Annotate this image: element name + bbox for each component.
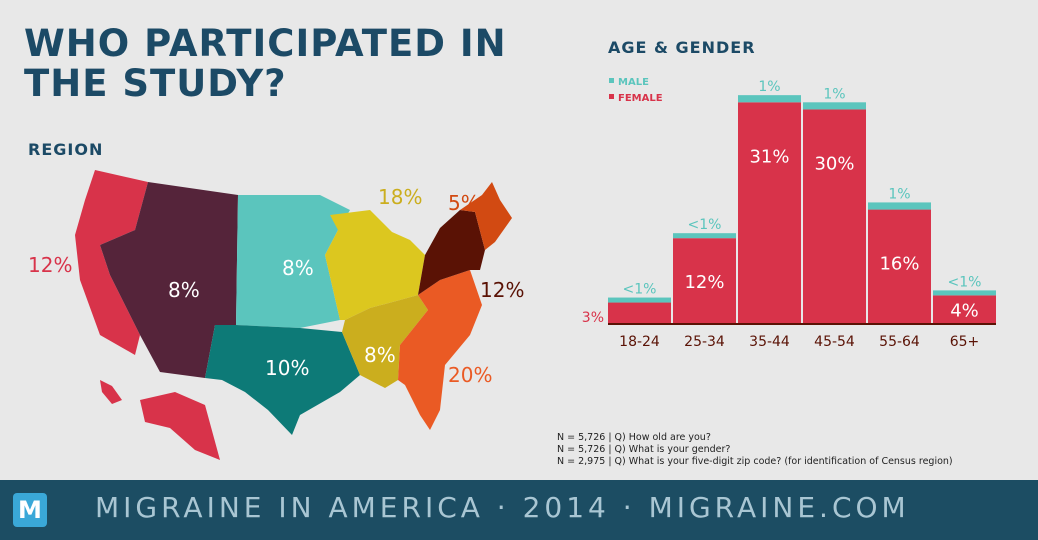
page-title: WHO PARTICIPATED IN THE STUDY? bbox=[24, 22, 507, 105]
migraine-logo[interactable]: M bbox=[13, 493, 47, 527]
label-west-south-central: 10% bbox=[265, 356, 309, 380]
bar-female-35-44 bbox=[738, 102, 801, 324]
region-heading: REGION bbox=[28, 140, 104, 159]
bar-female-45-54 bbox=[803, 109, 866, 324]
region-south-atlantic bbox=[398, 270, 482, 430]
female-label-18-24: 3% bbox=[582, 310, 604, 326]
region-mountain bbox=[100, 182, 238, 378]
label-mountain: 8% bbox=[168, 278, 200, 302]
male-label-55-64: 1% bbox=[888, 186, 910, 202]
legend-female-label: FEMALE bbox=[618, 93, 663, 104]
bar-male-18-24 bbox=[608, 297, 671, 303]
female-label-45-54: 30% bbox=[814, 153, 854, 174]
region-pacific bbox=[75, 170, 148, 355]
sample-notes: N = 5,726 | Q) How old are you? N = 5,72… bbox=[557, 432, 953, 468]
male-label-18-24: <1% bbox=[623, 282, 657, 298]
region-west-south-central bbox=[205, 325, 360, 435]
label-south-atlantic: 20% bbox=[448, 363, 492, 387]
label-mid-atlantic: 12% bbox=[480, 278, 524, 302]
region-east-south-central bbox=[342, 295, 428, 388]
male-label-35-44: 1% bbox=[758, 79, 780, 95]
bar-male-65+ bbox=[933, 290, 996, 296]
female-label-25-34: 12% bbox=[684, 272, 724, 293]
legend-female-swatch bbox=[609, 94, 614, 99]
male-label-65+: <1% bbox=[948, 274, 982, 290]
footer-bar: M MIGRAINE IN AMERICA · 2014 · MIGRAINE.… bbox=[0, 480, 1038, 540]
age-gender-heading: AGE & GENDER bbox=[608, 38, 756, 57]
category-label-25-34: 25-34 bbox=[684, 334, 725, 350]
bar-male-35-44 bbox=[738, 95, 801, 103]
region-west-north-central bbox=[236, 195, 350, 328]
category-label-55-64: 55-64 bbox=[879, 334, 920, 350]
legend-male-label: MALE bbox=[618, 77, 649, 88]
chart-legend: MALE FEMALE bbox=[609, 77, 663, 104]
note-age: N = 5,726 | Q) How old are you? bbox=[557, 432, 711, 443]
category-label-45-54: 45-54 bbox=[814, 334, 855, 350]
category-label-18-24: 18-24 bbox=[619, 334, 660, 350]
bar-male-55-64 bbox=[868, 202, 931, 210]
bar-female-55-64 bbox=[868, 209, 931, 324]
label-west-north-central: 8% bbox=[282, 256, 314, 280]
footer-text: MIGRAINE IN AMERICA · 2014 · MIGRAINE.CO… bbox=[95, 491, 910, 524]
region-hawaii bbox=[100, 380, 122, 404]
label-pacific: 12% bbox=[28, 253, 72, 277]
female-label-35-44: 31% bbox=[749, 146, 789, 167]
female-label-55-64: 16% bbox=[879, 254, 919, 275]
region-east-north-central bbox=[325, 210, 425, 320]
bar-male-25-34 bbox=[673, 233, 736, 239]
region-alaska bbox=[140, 392, 220, 460]
bar-female-25-34 bbox=[673, 238, 736, 324]
bar-male-45-54 bbox=[803, 102, 866, 110]
bar-female-65+ bbox=[933, 295, 996, 324]
note-gender: N = 5,726 | Q) What is your gender? bbox=[557, 444, 731, 455]
legend-male-swatch bbox=[609, 78, 614, 83]
male-label-45-54: 1% bbox=[823, 86, 845, 102]
region-mid-atlantic bbox=[418, 210, 485, 295]
female-label-65+: 4% bbox=[950, 301, 979, 322]
age-gender-chart: MALE FEMALE <1% 3% 18-24 <1% 12% 25-34 1% 31% 35… bbox=[582, 77, 996, 350]
label-east-north-central: 18% bbox=[378, 185, 422, 209]
bar-female-18-24 bbox=[608, 302, 671, 324]
region-new-england bbox=[460, 182, 512, 250]
category-label-65+: 65+ bbox=[950, 334, 980, 350]
region-map: 12% 8% 8% 18% 5% 12% 20% 8% 10% bbox=[28, 170, 524, 460]
note-zip: N = 2,975 | Q) What is your five-digit z… bbox=[557, 456, 953, 467]
label-east-south-central: 8% bbox=[364, 343, 396, 367]
label-new-england: 5% bbox=[448, 191, 480, 215]
category-label-35-44: 35-44 bbox=[749, 334, 790, 350]
male-label-25-34: <1% bbox=[688, 217, 722, 233]
